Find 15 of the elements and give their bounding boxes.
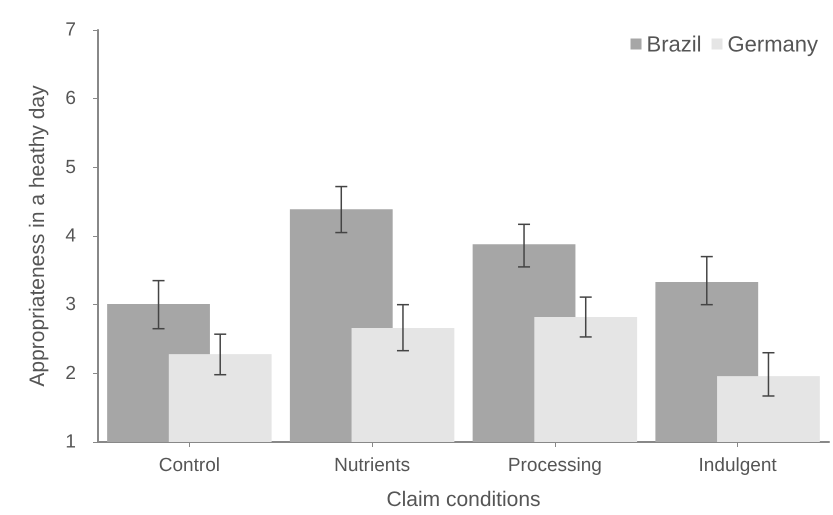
y-tick-label: 6 — [65, 88, 76, 110]
x-tick-label: Indulgent — [698, 455, 778, 476]
x-axis-title: Claim conditions — [386, 488, 541, 511]
x-tick-label: Nutrients — [334, 455, 410, 476]
y-tick-label: 1 — [65, 432, 76, 452]
y-tick-label: 5 — [65, 156, 76, 178]
y-tick-label: 7 — [65, 20, 76, 40]
y-tick-label: 2 — [65, 362, 76, 384]
legend-label: Germany — [728, 32, 818, 56]
y-tick-label: 3 — [65, 294, 76, 316]
x-tick-label: Control — [158, 455, 220, 476]
y-axis-title: Appropriateness in a heathy day — [26, 84, 49, 387]
y-tick-label: 4 — [65, 226, 76, 246]
x-tick-label: Processing — [508, 455, 602, 476]
legend-label: Brazil — [646, 32, 702, 56]
